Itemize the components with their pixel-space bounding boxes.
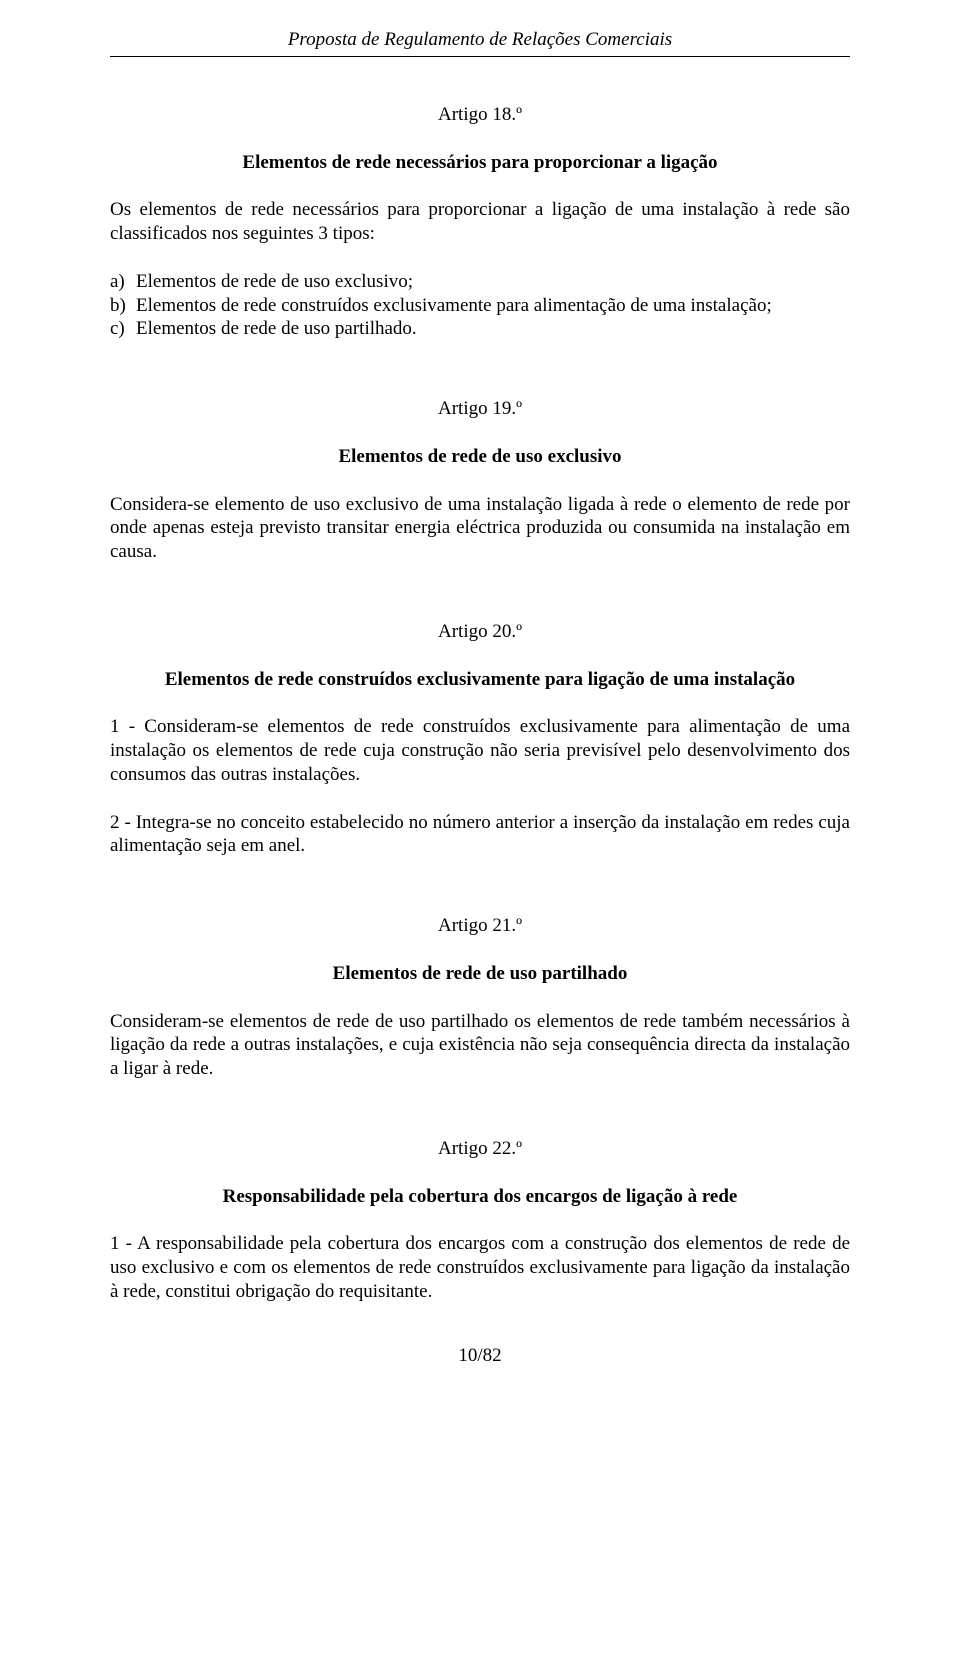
article-20-number: Artigo 20.º — [110, 620, 850, 644]
article-18-title: Elementos de rede necessários para propo… — [110, 151, 850, 175]
article-22-number: Artigo 22.º — [110, 1137, 850, 1161]
list-marker-b: b) — [110, 294, 136, 318]
list-marker-a: a) — [110, 270, 136, 294]
article-20-title: Elementos de rede construídos exclusivam… — [110, 668, 850, 692]
article-19-number: Artigo 19.º — [110, 397, 850, 421]
list-item: b) Elementos de rede construídos exclusi… — [110, 294, 850, 318]
page-number: 10/82 — [110, 1344, 850, 1368]
article-22-para-1: 1 - A responsabilidade pela cobertura do… — [110, 1232, 850, 1303]
list-item: c) Elementos de rede de uso partilhado. — [110, 317, 850, 341]
article-21-para-1: Consideram-se elementos de rede de uso p… — [110, 1010, 850, 1081]
article-19-title: Elementos de rede de uso exclusivo — [110, 445, 850, 469]
article-21-number: Artigo 21.º — [110, 914, 850, 938]
article-20-para-2: 2 - Integra-se no conceito estabelecido … — [110, 811, 850, 859]
page: Proposta de Regulamento de Relações Come… — [0, 0, 960, 1407]
list-text-c: Elementos de rede de uso partilhado. — [136, 317, 850, 341]
list-text-a: Elementos de rede de uso exclusivo; — [136, 270, 850, 294]
article-18-intro: Os elementos de rede necessários para pr… — [110, 198, 850, 246]
header-rule — [110, 56, 850, 57]
article-18-list: a) Elementos de rede de uso exclusivo; b… — [110, 270, 850, 341]
article-22-title: Responsabilidade pela cobertura dos enca… — [110, 1185, 850, 1209]
list-item: a) Elementos de rede de uso exclusivo; — [110, 270, 850, 294]
article-21-title: Elementos de rede de uso partilhado — [110, 962, 850, 986]
article-18-number: Artigo 18.º — [110, 103, 850, 127]
article-19-para-1: Considera-se elemento de uso exclusivo d… — [110, 493, 850, 564]
list-text-b: Elementos de rede construídos exclusivam… — [136, 294, 850, 318]
list-marker-c: c) — [110, 317, 136, 341]
running-header: Proposta de Regulamento de Relações Come… — [110, 28, 850, 52]
article-20-para-1: 1 - Consideram-se elementos de rede cons… — [110, 715, 850, 786]
